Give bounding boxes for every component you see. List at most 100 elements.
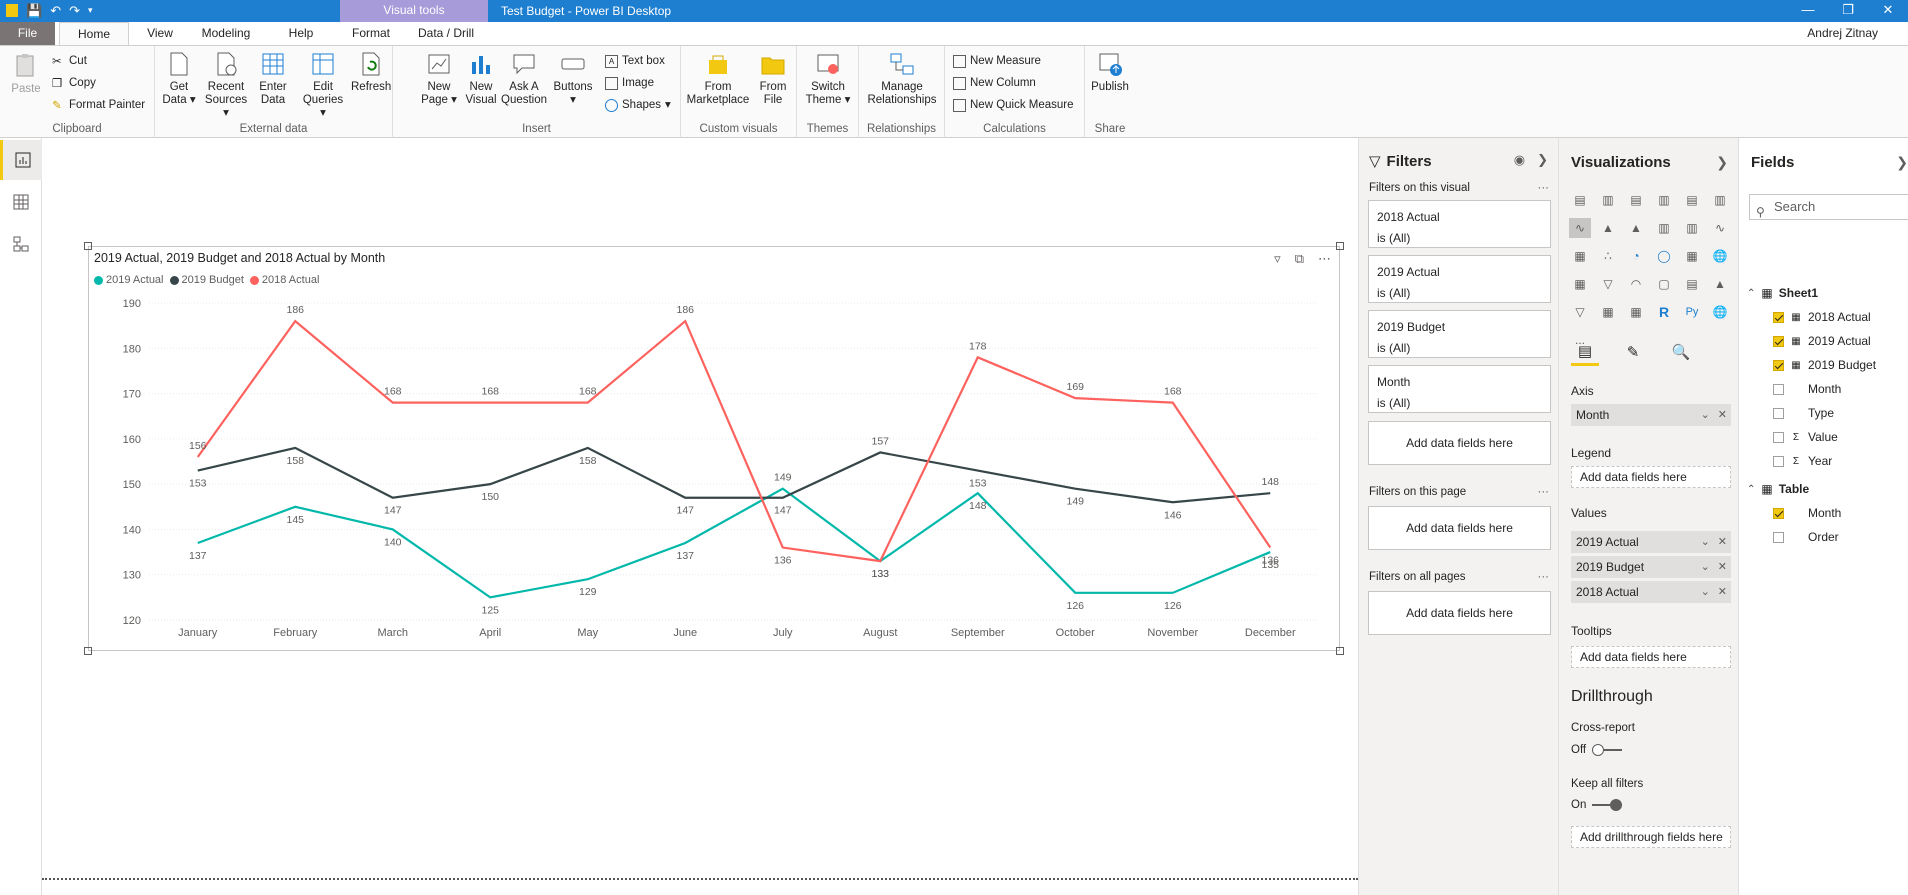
- legend-item-2019-actual[interactable]: 2019 Actual: [94, 274, 164, 286]
- text-box-button[interactable]: A Text box: [605, 54, 665, 68]
- new-measure-button[interactable]: New Measure: [953, 54, 1041, 68]
- drillthrough-dropzone[interactable]: Add drillthrough fields here: [1571, 826, 1731, 848]
- remove-field-icon[interactable]: ✕: [1717, 409, 1727, 421]
- field-checkbox[interactable]: [1773, 335, 1784, 347]
- more-options-icon[interactable]: ···: [1537, 571, 1550, 583]
- filter-card-2018-actual[interactable]: 2018 Actual is (All): [1368, 200, 1551, 248]
- funnel-chart-icon[interactable]: ▽: [1603, 277, 1613, 291]
- axis-field-month[interactable]: Month ⌄ ✕: [1571, 404, 1731, 426]
- kpi-icon[interactable]: ▲: [1714, 277, 1726, 291]
- remove-field-icon[interactable]: ✕: [1717, 586, 1727, 598]
- area-chart-icon[interactable]: ▲: [1602, 221, 1614, 235]
- ribbon-chart-icon[interactable]: ∿: [1714, 221, 1726, 235]
- value-field-2019-actual[interactable]: 2019 Actual ⌄ ✕: [1571, 531, 1731, 553]
- switch-theme-button[interactable]: Switch Theme ▾: [803, 50, 853, 107]
- more-options-icon[interactable]: ⋯: [1318, 251, 1331, 266]
- more-visuals-icon[interactable]: ...: [1574, 333, 1585, 347]
- user-name[interactable]: Andrej Zitnay: [1807, 26, 1878, 40]
- new-page-button[interactable]: New Page ▾: [419, 50, 459, 107]
- more-options-icon[interactable]: ···: [1537, 182, 1550, 194]
- legend-item-2019-budget[interactable]: 2019 Budget: [169, 274, 244, 286]
- minimize-icon[interactable]: —: [1801, 2, 1815, 17]
- add-visual-filter-dropzone[interactable]: Add data fields here: [1368, 421, 1551, 465]
- field-item[interactable]: ▦ 2019 Actual: [1773, 334, 1871, 348]
- fields-tab-icon[interactable]: ▤: [1571, 338, 1599, 366]
- manage-relationships-button[interactable]: Manage Relationships: [863, 50, 941, 107]
- field-checkbox[interactable]: [1773, 383, 1784, 395]
- tooltips-dropzone[interactable]: Add data fields here: [1571, 646, 1731, 668]
- line-chart-visual[interactable]: 120 130 140 150 160 170 180 190 January February M…: [84, 242, 1344, 655]
- analytics-magnifier-icon[interactable]: 🔍: [1671, 344, 1691, 361]
- stacked-column-icon[interactable]: ▥: [1602, 193, 1614, 207]
- tab-home[interactable]: Home: [59, 22, 129, 45]
- field-item[interactable]: Σ Value: [1773, 430, 1838, 444]
- tab-view[interactable]: View: [147, 26, 173, 40]
- keep-all-filters-toggle[interactable]: On: [1571, 799, 1623, 811]
- collapse-filters-icon[interactable]: ❯: [1537, 152, 1548, 167]
- field-checkbox[interactable]: [1773, 507, 1784, 519]
- matrix-icon[interactable]: ▦: [1630, 305, 1642, 319]
- pie-chart-icon[interactable]: ◔: [1632, 249, 1640, 263]
- filter-icon[interactable]: ▿: [1274, 251, 1281, 266]
- multi-row-card-icon[interactable]: ▤: [1686, 277, 1698, 291]
- python-icon[interactable]: Py: [1685, 306, 1699, 318]
- treemap-icon[interactable]: ▦: [1686, 249, 1698, 263]
- image-button[interactable]: Image: [605, 76, 654, 90]
- customize-icon[interactable]: ▾: [88, 5, 93, 15]
- tab-data-drill[interactable]: Data / Drill: [417, 26, 474, 40]
- legend-dropzone[interactable]: Add data fields here: [1571, 466, 1731, 488]
- line-clustered-column-icon[interactable]: ▥: [1686, 221, 1698, 235]
- collapse-fields-icon[interactable]: ❯: [1896, 154, 1908, 170]
- field-item[interactable]: ▦ 2018 Actual: [1773, 310, 1871, 324]
- field-item[interactable]: Month: [1773, 382, 1841, 396]
- redo-icon[interactable]: ↷: [69, 3, 80, 18]
- refresh-button[interactable]: Refresh: [351, 50, 391, 94]
- field-item[interactable]: Type: [1773, 406, 1834, 420]
- field-item[interactable]: ▦ 2019 Budget: [1773, 358, 1876, 372]
- legend-item-2018-actual[interactable]: 2018 Actual: [249, 274, 319, 286]
- tab-modeling[interactable]: Modeling: [201, 26, 251, 40]
- format-painter-button[interactable]: ✎ Format Painter: [52, 98, 145, 112]
- map-icon[interactable]: 🌐: [1712, 249, 1728, 263]
- restore-icon[interactable]: ❐: [1842, 2, 1854, 17]
- scatter-icon[interactable]: ∴: [1604, 249, 1612, 263]
- recent-sources-button[interactable]: Recent Sources ▾: [201, 50, 251, 120]
- resize-handle[interactable]: [1336, 242, 1344, 250]
- tab-format[interactable]: Format: [351, 26, 390, 40]
- collapse-chevron-icon[interactable]: ⌃: [1747, 287, 1756, 299]
- report-canvas[interactable]: 120 130 140 150 160 170 180 190 January February M…: [42, 138, 1358, 895]
- table-icon[interactable]: ▦: [1602, 305, 1614, 319]
- 100-bar-icon[interactable]: ▤: [1686, 193, 1698, 207]
- field-checkbox[interactable]: [1773, 431, 1784, 443]
- paste-button[interactable]: Paste: [8, 52, 44, 96]
- field-item[interactable]: Month: [1773, 506, 1841, 520]
- r-script-icon[interactable]: R: [1658, 304, 1670, 320]
- resize-handle[interactable]: [1336, 647, 1344, 655]
- filled-map-icon[interactable]: ▦: [1574, 277, 1586, 291]
- field-checkbox[interactable]: [1773, 311, 1784, 323]
- collapse-visualizations-icon[interactable]: ❯: [1716, 154, 1728, 170]
- remove-field-icon[interactable]: ✕: [1717, 561, 1727, 573]
- new-visual-button[interactable]: New Visual: [463, 50, 499, 107]
- collapse-chevron-icon[interactable]: ⌃: [1747, 483, 1756, 495]
- filter-card-2019-budget[interactable]: 2019 Budget is (All): [1368, 310, 1551, 358]
- filter-card-month[interactable]: Month is (All): [1368, 365, 1551, 413]
- clustered-bar-icon[interactable]: ▤: [1630, 193, 1642, 207]
- line-column-icon[interactable]: ▥: [1658, 221, 1670, 235]
- chevron-down-icon[interactable]: ⌄: [1700, 536, 1710, 548]
- remove-field-icon[interactable]: ✕: [1717, 536, 1727, 548]
- focus-mode-icon[interactable]: ⧉: [1294, 251, 1304, 266]
- model-view-button[interactable]: [0, 224, 42, 264]
- waterfall-icon[interactable]: ▦: [1574, 249, 1586, 263]
- resize-handle[interactable]: [84, 647, 92, 655]
- stacked-area-icon[interactable]: ▲: [1630, 221, 1642, 235]
- card-icon[interactable]: ▢: [1658, 277, 1670, 291]
- cross-report-toggle[interactable]: Off: [1571, 744, 1623, 756]
- get-data-button[interactable]: Get Data ▾: [161, 50, 197, 107]
- new-quick-measure-button[interactable]: New Quick Measure: [953, 98, 1074, 112]
- fields-search-input[interactable]: ⚲ Search: [1749, 194, 1908, 220]
- clustered-column-icon[interactable]: ▥: [1658, 193, 1670, 207]
- gauge-icon[interactable]: ◠: [1630, 277, 1642, 291]
- field-item[interactable]: Order: [1773, 530, 1839, 544]
- new-column-button[interactable]: New Column: [953, 76, 1036, 90]
